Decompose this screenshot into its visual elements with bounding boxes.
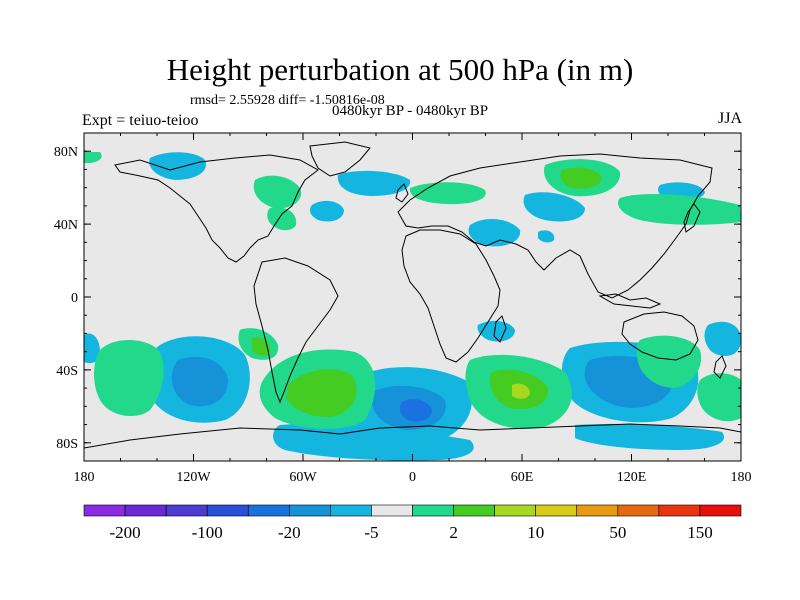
anomaly-region-atlantic-negative <box>310 200 344 222</box>
anomaly-region-new-zealand-positive <box>697 373 741 422</box>
colorbar-swatch <box>206 504 249 517</box>
anomaly-region-north-pacific-positive <box>618 194 741 225</box>
colorbar-swatch <box>165 504 208 517</box>
lat-tick-label: 0 <box>71 291 78 306</box>
coastline-madagascar <box>493 315 507 343</box>
colorbar-label: -100 <box>192 523 223 542</box>
time-period-label: 0480kyr BP - 0480kyr BP <box>331 103 489 119</box>
anomaly-region-north-atlantic-negative <box>337 170 411 196</box>
colorbar-swatch <box>289 504 331 517</box>
anomaly-region-central-asia-negative <box>523 192 585 222</box>
coastline-indonesia <box>598 293 662 309</box>
colorbar-swatch <box>412 504 454 517</box>
coastline-africa <box>401 229 501 363</box>
colorbar-swatch <box>494 504 536 517</box>
lon-tick-label: 120E <box>617 470 647 485</box>
colorbar: -200 -100 -20 -5 2 10 50 150 <box>83 504 742 542</box>
anomaly-region-middle-east-negative <box>468 218 521 247</box>
lon-tick-label: 120W <box>176 470 211 485</box>
coastline-japan <box>683 203 701 233</box>
coastline-europe-asia <box>397 153 713 299</box>
anomaly-region-north-america-positive <box>253 175 302 209</box>
colorbar-label: 2 <box>449 523 458 542</box>
coastline-australia <box>621 311 699 361</box>
lat-tick-label: 80N <box>54 145 78 160</box>
rmsd-diff-stats: rmsd= 2.55928 diff= -1.50816e-08 <box>190 93 385 108</box>
anomaly-region-south-atlantic-negative-peak <box>400 399 432 422</box>
lon-tick-label: 0 <box>409 470 416 485</box>
anomaly-region-southwest-negative <box>84 333 100 364</box>
colorbar-swatch <box>699 504 742 517</box>
colorbar-label: -200 <box>109 523 140 542</box>
anomaly-region-north-pacific-negative <box>149 152 206 180</box>
anomaly-region-tibet-negative <box>538 230 555 243</box>
coastline-antarctica <box>84 423 741 449</box>
anomaly-region-south-pacific-positive <box>94 340 164 416</box>
anomaly-region-south-indian-positive-peak <box>512 383 530 399</box>
anomaly-region-antarctic-negative-2 <box>575 423 725 450</box>
coastline-new-zealand <box>713 355 727 379</box>
colorbar-swatch <box>330 504 372 517</box>
colorbar-swatch <box>617 504 660 517</box>
colorbar-swatch <box>453 504 495 517</box>
lat-tick-label: 40N <box>54 218 78 233</box>
coastline-north-america <box>114 154 319 263</box>
colorbar-swatch <box>83 504 126 517</box>
experiment-label: Expt = teiuo-teioo <box>82 112 199 129</box>
season-label: JJA <box>717 110 742 127</box>
anomaly-field <box>84 152 741 461</box>
coastline-britain <box>395 183 409 203</box>
anomaly-region-arctic-positive <box>84 152 102 164</box>
coastlines <box>84 141 741 449</box>
latitude-axis: 80N 40N 0 40S 80S <box>54 132 741 462</box>
colorbar-swatch <box>658 504 701 517</box>
anomaly-region-southeast-negative <box>704 321 741 356</box>
colorbar-swatch <box>535 504 578 517</box>
lat-tick-label: 40S <box>56 364 78 379</box>
colorbar-swatch <box>124 504 167 517</box>
anomaly-region-south-pacific-negative-core <box>171 356 228 407</box>
colorbar-swatch <box>371 504 413 517</box>
colorbar-label: -20 <box>278 523 301 542</box>
colorbar-label: -5 <box>364 523 378 542</box>
anomaly-region-australia-positive <box>636 335 702 388</box>
colorbar-swatch <box>576 504 619 517</box>
coastline-greenland <box>309 141 371 177</box>
lon-tick-label: 60W <box>289 470 317 485</box>
lon-tick-label: 60E <box>511 470 534 485</box>
longitude-axis: 180 120W 60W 0 60E 120E 180 <box>74 133 752 485</box>
colorbar-swatch <box>247 504 290 517</box>
anomaly-region-siberia-positive-core <box>560 167 602 189</box>
colorbar-label: 50 <box>609 523 626 542</box>
plot-title: Height perturbation at 500 hPa (in m) <box>166 52 634 87</box>
coastline-south-america <box>253 257 339 404</box>
colorbar-label: 10 <box>527 523 544 542</box>
lon-tick-label: 180 <box>74 470 95 485</box>
colorbar-label: 150 <box>687 523 713 542</box>
lon-tick-label: 180 <box>731 470 752 485</box>
anomaly-region-south-america-positive-core <box>286 369 357 417</box>
lat-tick-label: 80S <box>56 437 78 452</box>
